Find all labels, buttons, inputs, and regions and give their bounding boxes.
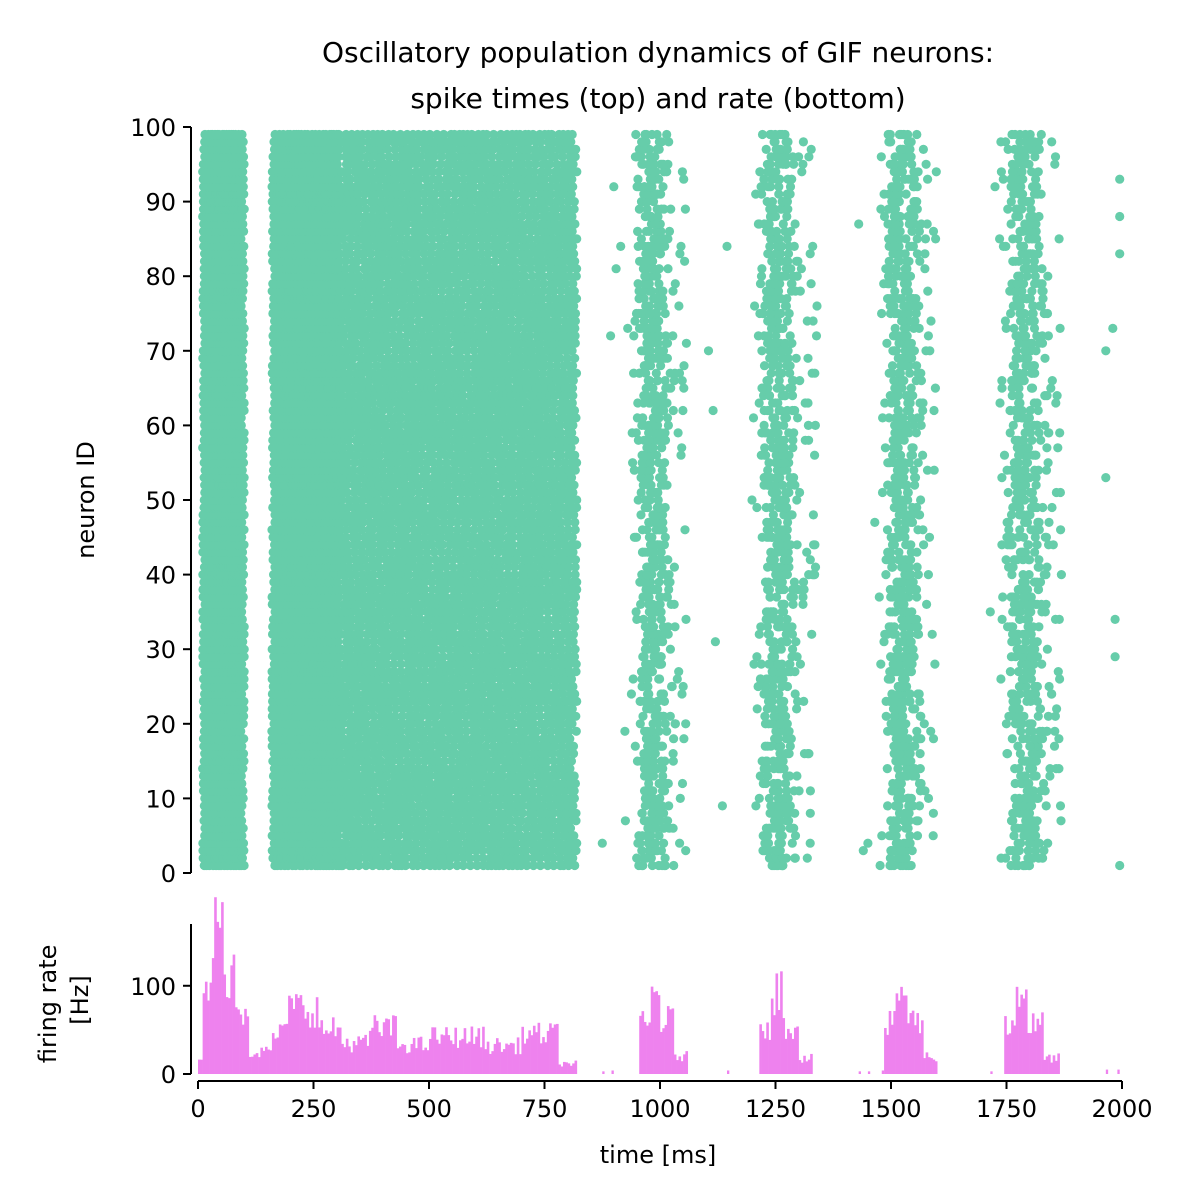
spike-dot: [238, 376, 248, 386]
spike-dot: [238, 823, 248, 833]
spike-dot: [238, 256, 248, 266]
spike-dot: [236, 413, 246, 423]
spike-dot: [239, 681, 249, 692]
spike-dot: [237, 495, 247, 505]
spike-dot: [238, 480, 248, 490]
spike-dot: [236, 197, 247, 207]
spike-dot: [238, 286, 248, 296]
spike-dot: [239, 756, 249, 766]
spike-dot: [238, 786, 248, 796]
spike-dot: [237, 816, 247, 826]
spike-dot: [237, 249, 247, 259]
spike-dot: [239, 622, 249, 632]
spike-dot: [237, 659, 247, 669]
spike-dot: [237, 778, 247, 789]
spike-dot: [238, 219, 248, 229]
spike-dot: [238, 331, 248, 341]
spike-dot: [239, 860, 249, 871]
spike-dot: [239, 667, 249, 677]
spike-dot: [236, 726, 246, 736]
spike-dot: [239, 189, 249, 199]
spike-dot: [239, 383, 249, 393]
spike-dot: [237, 547, 248, 557]
raster-spikes: [198, 129, 1125, 871]
spike-dot: [237, 614, 247, 625]
spike-dot: [236, 420, 246, 430]
spike-dot: [237, 584, 247, 595]
spike-dot: [238, 555, 248, 565]
spike-dot: [239, 629, 249, 639]
spike-dot: [238, 570, 249, 580]
spike-dot: [239, 264, 249, 274]
spike-dot: [239, 323, 249, 333]
spike-dot: [239, 338, 249, 348]
spike-dot: [236, 771, 246, 781]
spike-dot: [237, 607, 247, 617]
spike-dot: [239, 525, 249, 535]
spike-dot: [238, 458, 249, 468]
chart-title-line-2: spike times (top) and rate (bottom): [410, 82, 905, 115]
spike-dot: [238, 637, 248, 647]
spike-dot: [239, 674, 249, 684]
spike-dot: [238, 764, 248, 774]
spike-dot: [239, 473, 249, 483]
spike-dot: [238, 346, 248, 356]
spike-dot: [239, 241, 249, 251]
spike-dot: [238, 592, 248, 602]
spike-dot: [237, 599, 247, 610]
spike-dot: [239, 435, 249, 445]
spike-dot: [238, 450, 248, 460]
spike-dot: [239, 540, 249, 550]
spike-dot: [239, 696, 249, 707]
spike-dot: [239, 734, 249, 744]
spike-dot: [238, 838, 249, 848]
spike-dot: [239, 644, 249, 654]
spike-dot: [236, 808, 246, 818]
spike-dot: [238, 368, 248, 378]
spike-dot: [237, 465, 247, 475]
spike-dot: [237, 294, 247, 304]
chart-title-line-1: Oscillatory population dynamics of GIF n…: [322, 36, 994, 69]
spike-dot: [239, 846, 249, 856]
spike-dot: [237, 853, 247, 863]
spike-dot: [237, 562, 247, 572]
spike-dot: [239, 510, 249, 520]
spike-dot: [236, 301, 246, 311]
spike-dot: [237, 391, 247, 401]
spike-dot: [237, 577, 247, 587]
spike-dot: [238, 793, 248, 804]
spike-dot: [237, 353, 247, 363]
spike-dot: [237, 129, 247, 140]
spike-dot: [239, 398, 249, 408]
spike-dot: [238, 361, 248, 371]
spike-dot: [239, 226, 249, 236]
spike-dot: [236, 234, 246, 244]
spike-dot: [239, 652, 249, 662]
spike-dot: [239, 428, 249, 438]
spike-dot: [237, 316, 247, 326]
spike-dot: [237, 211, 247, 222]
chart-title: Oscillatory population dynamics of GIF n…: [322, 36, 994, 115]
spike-dot: [238, 749, 249, 759]
spike-dot: [238, 271, 248, 281]
spike-dot: [237, 831, 247, 841]
spike-dot: [239, 487, 249, 498]
spike-dot: [238, 308, 248, 319]
spike-dot: [239, 704, 249, 714]
spike-dot: [238, 443, 248, 453]
spike-dot: [239, 279, 249, 289]
spike-dot: [237, 532, 247, 542]
spike-dot: [237, 689, 247, 699]
spike-dot: [239, 405, 249, 416]
spike-dot: [237, 502, 247, 513]
spike-dot: [237, 741, 247, 751]
spike-dot: [239, 204, 249, 214]
spike-dot: [237, 801, 247, 811]
spike-dot: [237, 517, 247, 528]
spike-dot: [239, 711, 249, 721]
spike-dot: [238, 719, 248, 729]
